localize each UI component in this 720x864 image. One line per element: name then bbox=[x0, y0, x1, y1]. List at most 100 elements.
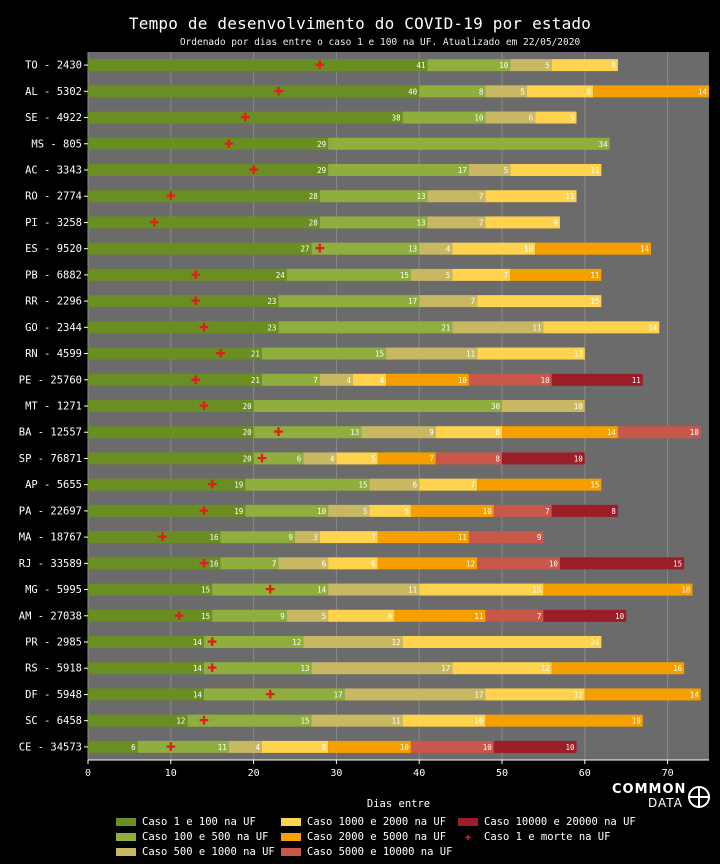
legend-label: Caso 1 e 100 na UF bbox=[142, 816, 256, 828]
bar-segment-label: 13 bbox=[416, 218, 425, 227]
bar-segment bbox=[203, 662, 312, 675]
y-tick-label: BA - 12557 bbox=[19, 427, 82, 439]
bar-segment-label: 10 bbox=[615, 612, 625, 621]
bar-segment bbox=[203, 688, 345, 701]
bar-segment-label: 15 bbox=[590, 297, 599, 306]
bar-segment-label: 10 bbox=[524, 245, 534, 254]
y-tick-label: SE - 4922 bbox=[25, 112, 82, 124]
bar-segment bbox=[261, 373, 320, 386]
bar-segment-label: 7 bbox=[479, 192, 484, 201]
legend-swatch bbox=[458, 818, 478, 826]
x-tick-label: 20 bbox=[248, 768, 260, 779]
death-marker: ✚ bbox=[215, 347, 225, 361]
bar-segment bbox=[245, 478, 370, 491]
bar-segment bbox=[88, 111, 403, 124]
bar-segment bbox=[319, 373, 353, 386]
bar-segment-label: 29 bbox=[317, 166, 326, 175]
bar-segment bbox=[303, 452, 337, 465]
y-tick-label: DF - 5948 bbox=[25, 689, 82, 701]
bar-segment bbox=[551, 662, 685, 675]
bar-segment-label: 4 bbox=[255, 743, 260, 752]
bar-segment bbox=[386, 347, 478, 360]
legend-item: Caso 10000 e 20000 na UF bbox=[458, 816, 636, 828]
bar-segment-label: 20 bbox=[243, 428, 253, 437]
bar-segment-label: 7 bbox=[504, 271, 509, 280]
bar-segment bbox=[369, 478, 420, 491]
bar-segment-label: 7 bbox=[479, 218, 484, 227]
bar-segment bbox=[377, 557, 478, 570]
y-tick-label: RN - 4599 bbox=[25, 348, 82, 360]
bar-segment-label: 8 bbox=[479, 87, 484, 96]
death-marker: ✚ bbox=[191, 294, 201, 308]
bar-segment-label: 9 bbox=[429, 428, 434, 437]
bar-segment-label: 15 bbox=[532, 586, 541, 595]
bar-segment bbox=[485, 688, 585, 701]
y-tick-label: PI - 3258 bbox=[25, 217, 82, 229]
bar-segment-label: 15 bbox=[201, 586, 210, 595]
bar-segment bbox=[187, 714, 312, 727]
bar-segment-label: 11 bbox=[474, 612, 483, 621]
bar-segment bbox=[584, 688, 701, 701]
bar-segment-label: 7 bbox=[371, 533, 376, 542]
y-tick-label: PR - 2985 bbox=[25, 637, 82, 649]
death-marker: ✚ bbox=[174, 609, 184, 623]
bar-segment-label: 14 bbox=[690, 690, 700, 699]
bar-segment bbox=[286, 268, 411, 281]
bar-segment bbox=[88, 268, 287, 281]
bar-segment bbox=[295, 531, 320, 544]
y-tick-label: MG - 5995 bbox=[25, 584, 82, 596]
bar-segment-label: 4 bbox=[330, 454, 335, 463]
bar-segment-label: 8 bbox=[322, 743, 327, 752]
y-tick-label: MT - 1271 bbox=[25, 401, 82, 413]
bar-segment bbox=[88, 216, 320, 229]
bar-segment-label: 24 bbox=[590, 638, 600, 647]
death-marker: ✚ bbox=[199, 320, 209, 334]
death-marker: ✚ bbox=[265, 583, 275, 597]
death-marker: ✚ bbox=[207, 635, 217, 649]
bar-segment bbox=[88, 242, 312, 255]
bar-segment-label: 14 bbox=[648, 323, 658, 332]
bar-segment-label: 5 bbox=[570, 114, 575, 123]
legend-swatch bbox=[116, 848, 136, 856]
bar-segment-label: 11 bbox=[466, 350, 475, 359]
bar-segment bbox=[510, 164, 602, 176]
death-marker: ✚ bbox=[166, 189, 176, 203]
bar-segment-label: 6 bbox=[131, 743, 136, 752]
bar-segment-label: 15 bbox=[358, 481, 367, 490]
bar-segment bbox=[319, 190, 428, 203]
bar-segment bbox=[369, 504, 411, 517]
bar-segment-label: 14 bbox=[607, 428, 617, 437]
bar-segment bbox=[543, 321, 660, 334]
death-marker: ✚ bbox=[240, 111, 250, 125]
legend-swatch bbox=[116, 818, 136, 826]
bar-segment-label: 11 bbox=[218, 743, 227, 752]
bar-segment bbox=[253, 452, 304, 465]
bar-segment bbox=[427, 190, 486, 203]
death-marker: ✚ bbox=[273, 425, 283, 439]
legend-item: Caso 1 e 100 na UF bbox=[116, 816, 256, 828]
death-marker: ✚ bbox=[257, 451, 267, 465]
bar-segment bbox=[212, 583, 329, 596]
bar-segment bbox=[510, 268, 602, 281]
bar-segment-label: 8 bbox=[388, 612, 393, 621]
bar-segment-label: 19 bbox=[234, 507, 243, 516]
bar-segment bbox=[88, 164, 329, 176]
bar-segment-label: 6 bbox=[297, 454, 302, 463]
bar-segment bbox=[245, 504, 329, 517]
bar-segment-label: 8 bbox=[611, 61, 616, 70]
bar-segment-label: 11 bbox=[392, 717, 401, 726]
bar-segment-label: 11 bbox=[532, 323, 541, 332]
bar-segment-label: 10 bbox=[565, 743, 575, 752]
bar-segment-label: 7 bbox=[545, 507, 550, 516]
bar-segment-label: 11 bbox=[408, 586, 417, 595]
bar-segment bbox=[477, 295, 602, 308]
bar-segment bbox=[502, 400, 585, 412]
bar-segment-label: 4 bbox=[446, 245, 451, 254]
y-tick-label: MA - 18767 bbox=[19, 532, 82, 544]
legend-item: ✚ Caso 1 e morte na UF bbox=[458, 831, 611, 843]
bar-segment bbox=[427, 59, 511, 72]
bar-segment bbox=[311, 242, 420, 255]
bar-segment-label: 5 bbox=[504, 166, 509, 175]
bar-segment-label: 12 bbox=[466, 559, 475, 568]
bar-segment-label: 15 bbox=[590, 481, 599, 490]
